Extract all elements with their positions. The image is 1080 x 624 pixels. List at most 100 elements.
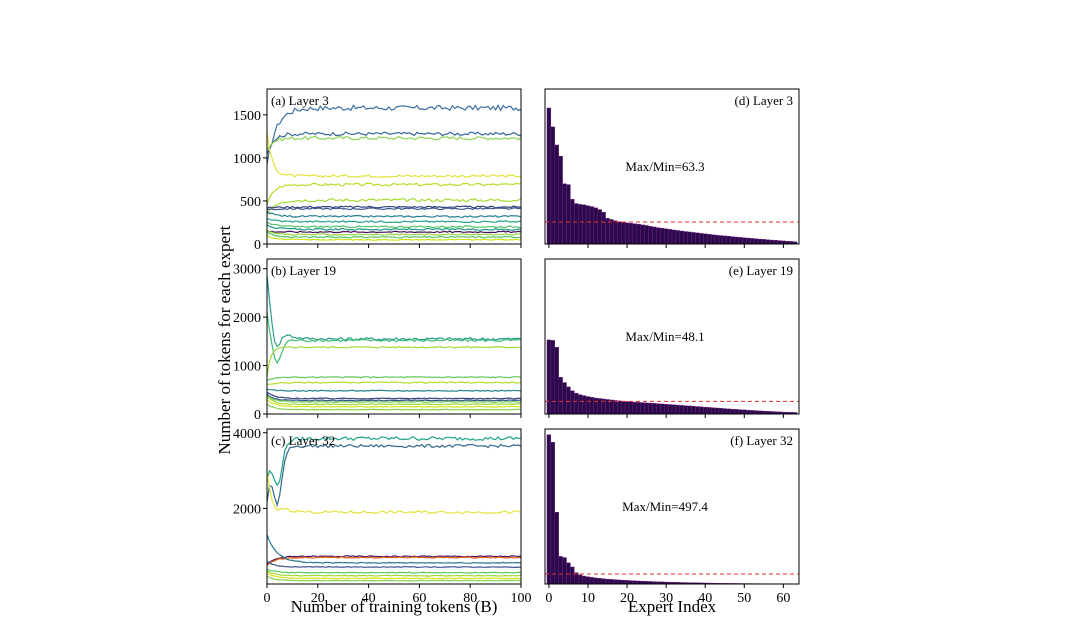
series-line-expert-4 [267, 375, 521, 382]
bar-expert-55 [761, 239, 766, 244]
bar-expert-35 [683, 231, 688, 244]
bar-expert-36 [687, 231, 692, 244]
bar-expert-35 [683, 405, 688, 414]
bar-expert-49 [738, 409, 743, 414]
bar-expert-17 [613, 579, 618, 584]
max-min-ratio-annotation: Max/Min=48.1 [625, 329, 704, 344]
bar-expert-23 [636, 223, 641, 244]
series-line-expert-6 [267, 198, 521, 216]
series-line-expert-2 [267, 443, 521, 507]
bar-expert-21 [628, 580, 634, 584]
series-line-expert-2 [267, 311, 521, 365]
series-line-expert-3 [267, 135, 521, 150]
bar-expert-24 [640, 224, 645, 244]
bar-expert-41 [706, 234, 712, 244]
bar-expert-10 [585, 205, 591, 244]
x-tick-label: 40 [698, 591, 712, 606]
bar-expert-10 [585, 396, 591, 414]
bar-expert-33 [675, 404, 681, 414]
bar-expert-19 [621, 400, 626, 414]
series-line-expert-4 [267, 555, 521, 566]
bar-expert-9 [581, 204, 587, 244]
bar-expert-41 [706, 407, 712, 414]
panel-label: (a) Layer 3 [271, 93, 329, 108]
bar-expert-7 [574, 203, 579, 244]
bar-expert-12 [593, 577, 598, 584]
series-line-expert-5 [267, 556, 521, 566]
bar-expert-6 [570, 566, 575, 584]
series-line-expert-14 [267, 229, 521, 236]
bar-expert-43 [714, 234, 720, 244]
series-line-expert-9 [267, 570, 521, 577]
x-tick-label: 100 [511, 591, 532, 606]
bar-expert-31 [667, 404, 673, 414]
bar-expert-29 [660, 403, 665, 414]
bar-expert-13 [597, 578, 602, 584]
bar-expert-8 [578, 394, 583, 414]
bar-expert-2 [554, 511, 559, 584]
bar-expert-33 [675, 230, 681, 244]
bar-expert-22 [632, 401, 638, 414]
bar-expert-22 [632, 223, 638, 244]
panel-label: (e) Layer 19 [729, 263, 793, 278]
right-x-axis-title: Expert Index [628, 597, 717, 616]
bar-expert-63 [792, 412, 798, 414]
panel-label: (c) Layer 32 [271, 433, 335, 448]
series-line-expert-11 [267, 221, 521, 229]
bar-expert-26 [648, 226, 653, 244]
bar-expert-19 [621, 579, 626, 584]
series-line-expert-10 [267, 396, 521, 406]
x-tick-label: 60 [776, 591, 790, 606]
bar-expert-53 [753, 410, 759, 414]
plot-area [267, 275, 521, 411]
bar-expert-19 [621, 222, 626, 244]
bar-expert-43 [714, 407, 720, 414]
bar-expert-16 [609, 399, 614, 414]
bar-expert-21 [628, 223, 634, 244]
series-line-expert-8 [267, 393, 521, 402]
y-tick-label: 1000 [233, 360, 261, 375]
series-line-expert-6 [267, 534, 521, 564]
bar-expert-3 [558, 556, 563, 584]
series-line-expert-10 [267, 572, 521, 580]
series-line-expert-5 [267, 182, 521, 205]
series-line-expert-8 [267, 568, 521, 574]
axes-frame [266, 428, 522, 585]
bar-expert-4 [562, 557, 567, 584]
panel-b-layer19-lines: (b) Layer 19 0 1000 2000 3000 [233, 258, 522, 423]
series-line-expert-13 [267, 230, 521, 234]
bar-expert-10 [585, 576, 591, 584]
bar-expert-2 [554, 144, 559, 244]
series-line-expert-7 [267, 391, 521, 400]
series-line-expert-9 [267, 210, 521, 218]
bar-expert-14 [601, 578, 606, 584]
bar-expert-13 [597, 209, 602, 244]
bar-expert-42 [710, 407, 716, 414]
bar-expert-6 [570, 390, 575, 414]
panel-d-layer3-bars: Max/Min=63.3 (d) Layer 3 [544, 88, 800, 248]
bar-expert-0 [546, 434, 552, 584]
bar-expert-25 [644, 225, 649, 244]
bar-expert-30 [663, 228, 669, 244]
bar-expert-4 [562, 382, 567, 414]
bar-expert-1 [550, 340, 555, 414]
bar-expert-13 [597, 398, 602, 414]
y-tick-label: 500 [240, 195, 261, 210]
x-tick-label: 0 [545, 591, 552, 606]
bar-expert-39 [699, 406, 704, 414]
y-tick-label: 0 [254, 238, 261, 253]
x-tick-label: 30 [659, 591, 673, 606]
bar-expert-4 [562, 183, 567, 244]
bar-expert-47 [730, 236, 735, 244]
x-tick-label: 50 [737, 591, 751, 606]
x-tick-label: 20 [311, 591, 325, 606]
bar-expert-42 [710, 234, 716, 244]
bar-expert-11 [589, 206, 595, 244]
x-tick-label: 0 [264, 591, 271, 606]
y-tick-label: 2000 [233, 311, 261, 326]
bar-expert-37 [691, 406, 696, 414]
series-line-expert-9 [267, 395, 521, 404]
bar-expert-50 [742, 237, 747, 244]
bar-expert-52 [749, 410, 755, 414]
bar-expert-20 [624, 580, 630, 584]
